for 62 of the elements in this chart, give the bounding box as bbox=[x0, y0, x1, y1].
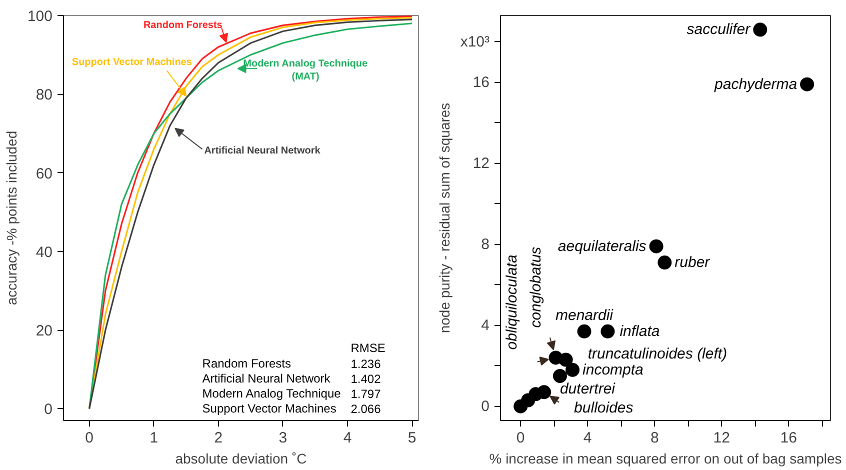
x-tick-label: 4 bbox=[583, 430, 592, 446]
point bbox=[800, 77, 814, 92]
annotation: Support Vector Machines bbox=[202, 401, 336, 416]
point bbox=[658, 256, 672, 270]
series-label: Support Vector Machines bbox=[72, 57, 192, 68]
x-tick-label: 5 bbox=[408, 430, 416, 446]
y-tick-label: 60 bbox=[36, 165, 53, 182]
annotation: bulloides bbox=[574, 400, 634, 417]
annotation: obliquiloculata bbox=[503, 254, 520, 350]
x-axis-title: % increase in mean squared error on out of bag samples bbox=[489, 450, 842, 466]
x-tick-label: 1 bbox=[150, 430, 158, 446]
text: Artificial Neural Network bbox=[204, 146, 321, 157]
x-axis-title: absolute deviation ˚C bbox=[175, 450, 307, 466]
annotation: Artificial Neural Network bbox=[202, 371, 332, 386]
annotation: Modern Analog Technique bbox=[202, 386, 342, 400]
annotation: Random Forests bbox=[202, 356, 291, 370]
x-tick-label: 3 bbox=[278, 430, 288, 446]
x-tick-label: 4 bbox=[343, 430, 352, 446]
x-tick-label: 16 bbox=[780, 430, 797, 446]
x-tick-label: 12 bbox=[713, 430, 730, 446]
y-tick-label: 12 bbox=[472, 154, 490, 172]
annotation: RMSE bbox=[350, 340, 386, 355]
y-tick-label: 16 bbox=[472, 74, 490, 91]
point bbox=[552, 368, 567, 383]
annotation: sacculifer bbox=[686, 21, 752, 38]
point bbox=[600, 324, 615, 338]
annotation: 2.066 bbox=[350, 402, 382, 416]
y-tick-label: x10³ bbox=[460, 33, 490, 50]
y-tick-label: 80 bbox=[36, 86, 53, 104]
annotation: truncatulinoides (left) bbox=[588, 345, 728, 362]
annotation: menardii bbox=[555, 306, 614, 324]
y-tick-label: 40 bbox=[36, 244, 53, 261]
y-tick-label: 4 bbox=[481, 316, 490, 334]
y-axis-title: node purity - residual sum of squares bbox=[436, 102, 452, 334]
y-tick-label: 0 bbox=[481, 398, 490, 415]
point bbox=[649, 239, 664, 254]
annotation: ruber bbox=[674, 254, 711, 272]
point bbox=[566, 362, 580, 377]
annotation: aequilateralis bbox=[558, 238, 647, 255]
x-tick-label: 0 bbox=[85, 430, 94, 446]
y-axis-title: accuracy -% points included bbox=[3, 130, 20, 306]
x-tick-label: 8 bbox=[650, 430, 659, 446]
point bbox=[753, 22, 768, 37]
y-tick-label: 20 bbox=[36, 322, 53, 340]
x-tick-label: 0 bbox=[516, 430, 525, 446]
y-tick-label: 100 bbox=[27, 8, 53, 25]
annotation: conglobatus bbox=[527, 246, 544, 328]
annotation: incompta bbox=[582, 361, 644, 378]
annotation: 1.402 bbox=[350, 372, 382, 386]
annotation: pachyderma bbox=[714, 76, 798, 93]
y-tick-label: 0 bbox=[44, 401, 52, 418]
series-label: Random Forests bbox=[143, 20, 223, 31]
legend-label: Modern Analog Technique (MAT) bbox=[243, 58, 368, 83]
annotation: inflata bbox=[620, 322, 660, 340]
y-tick-label: 8 bbox=[481, 236, 490, 253]
x-tick-label: 2 bbox=[214, 430, 223, 446]
point bbox=[537, 385, 552, 400]
point bbox=[558, 352, 573, 367]
annotation: dutertrei bbox=[560, 380, 616, 398]
annotation: 1.236 bbox=[350, 356, 382, 371]
point bbox=[577, 324, 592, 338]
annotation: 1.797 bbox=[350, 386, 382, 401]
